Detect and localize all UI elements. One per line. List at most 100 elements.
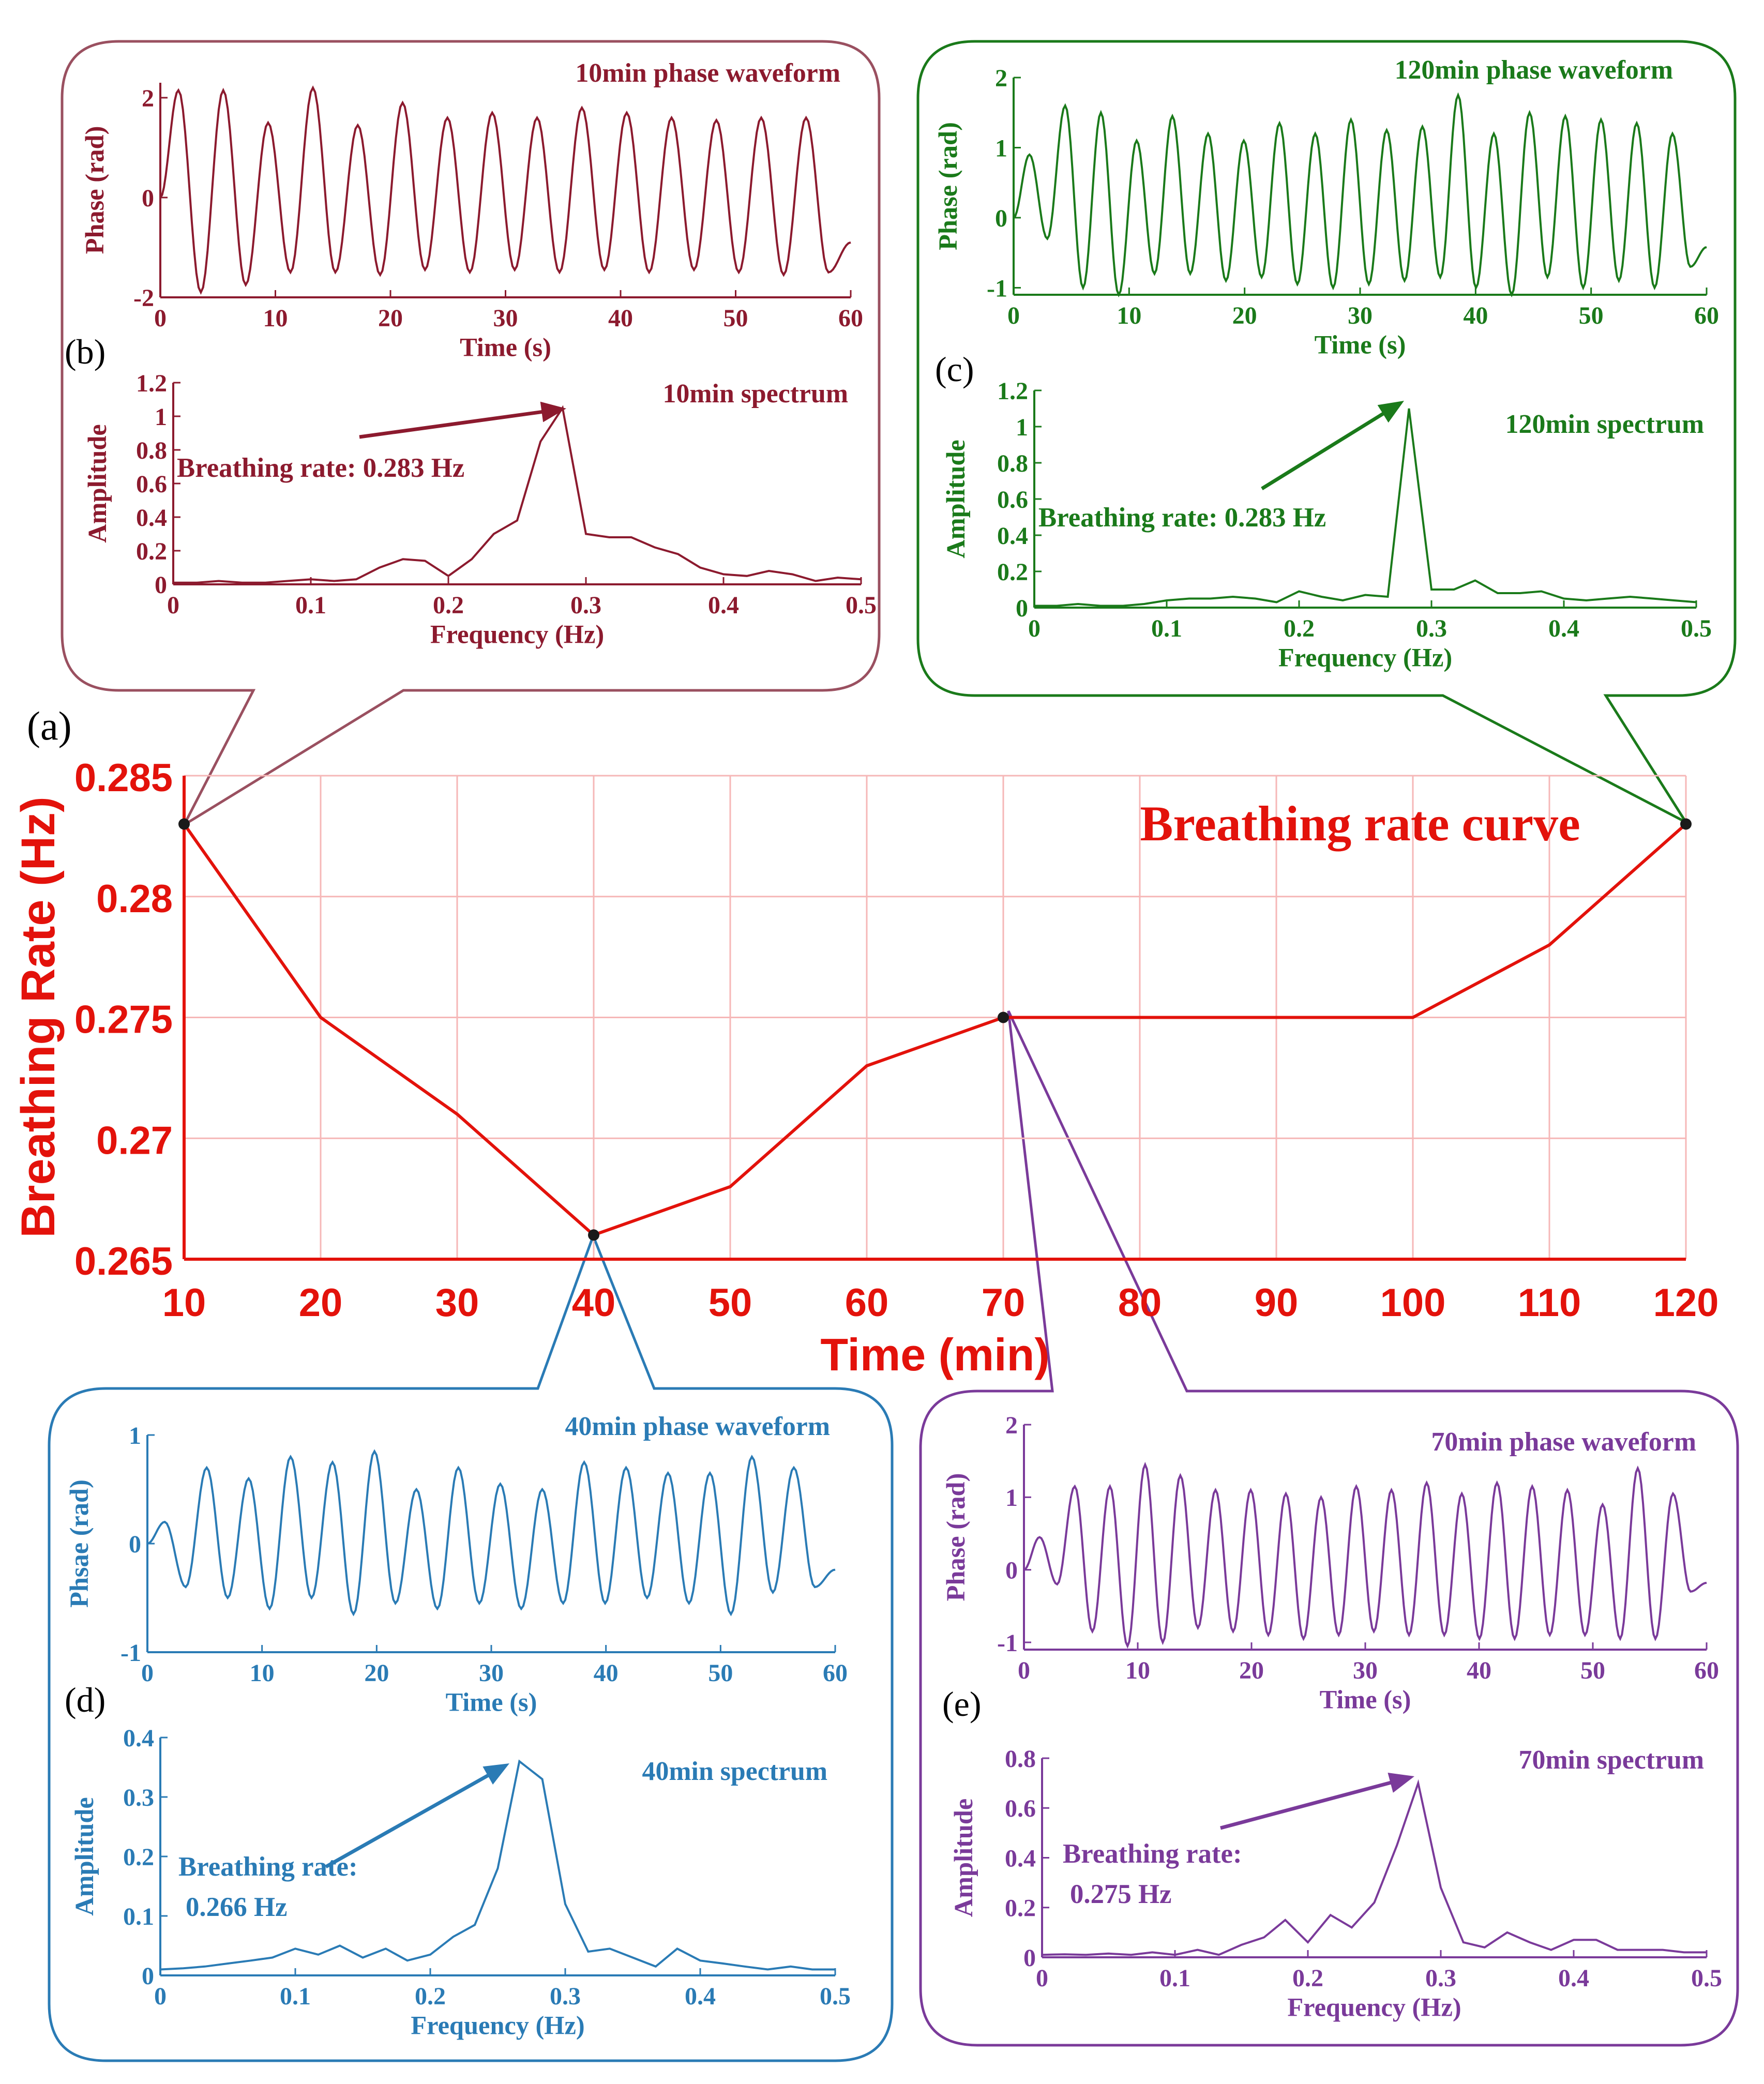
x-tick-label-3: 0.3	[570, 592, 601, 619]
phase-waveform-line	[147, 1449, 836, 1617]
y-tick-label-1: 0.2	[1005, 1895, 1036, 1922]
x-tick-label-2: 0.2	[415, 1983, 446, 2010]
data-point-90	[1275, 1016, 1278, 1019]
e-spec-chart: 0 0.2 0.4 0.6 0.8 0 0.1 0.2 0.3 0.4 0.5 Frequency (…	[942, 1684, 1722, 2022]
chart-title: 40min phase waveform	[565, 1412, 831, 1441]
x-tick-label-3: 0.3	[550, 1983, 581, 2010]
y-tick-label-1: 0.1	[123, 1903, 154, 1930]
x-tick-label-1: 0.1	[1151, 615, 1182, 642]
highlight-marker-40	[588, 1229, 599, 1241]
x-axis-title: Time (s)	[1320, 1685, 1411, 1714]
spectrum-line	[1042, 1779, 1707, 1956]
x-tick-label-9: 100	[1380, 1281, 1446, 1325]
x-tick-label-4: 0.4	[1558, 1965, 1589, 1992]
annotation-arrow-shaft	[325, 1768, 500, 1869]
data-point-60	[865, 1064, 868, 1067]
x-tick-label-4: 40	[608, 305, 633, 332]
y-tick-label-4: 0.8	[1005, 1745, 1036, 1773]
data-point-30	[456, 1112, 459, 1116]
y-tick-label-1: 0.27	[96, 1119, 173, 1162]
chart-title: Breathing rate curve	[1140, 796, 1580, 851]
x-tick-label-0: 0	[1018, 1657, 1030, 1684]
annotation-arrowhead	[483, 1763, 509, 1785]
y-tick-label-3: 0.6	[1005, 1795, 1036, 1822]
x-tick-label-10: 110	[1518, 1281, 1581, 1325]
y-tick-label-3: 2	[1005, 1412, 1018, 1439]
callout-frame-b	[61, 40, 881, 828]
x-tick-label-3: 30	[479, 1659, 504, 1687]
x-tick-label-5: 50	[1579, 302, 1604, 329]
x-tick-label-4: 0.4	[1548, 615, 1579, 642]
y-axis-title: Phase (rad)	[933, 122, 962, 250]
y-tick-label-0: -1	[997, 1629, 1018, 1657]
x-tick-label-0: 0	[1028, 615, 1041, 642]
breathing-rate-annotation-1: 0.275 Hz	[1070, 1879, 1172, 1909]
data-point-100	[1411, 1016, 1414, 1019]
x-tick-label-6: 70	[982, 1281, 1026, 1325]
panel-label-b: (b)	[65, 332, 105, 371]
y-tick-label-5: 1	[1016, 414, 1028, 441]
y-tick-label-1: 0	[142, 185, 154, 212]
highlight-marker-120	[1680, 818, 1692, 830]
x-tick-label-5: 50	[723, 305, 748, 332]
x-tick-label-6: 60	[1694, 302, 1719, 329]
x-tick-label-5: 0.5	[820, 1983, 851, 2010]
chart-title: 10min spectrum	[663, 379, 848, 409]
x-axis-title: Time (min)	[820, 1329, 1049, 1380]
data-point-50	[729, 1185, 732, 1188]
x-tick-label-5: 0.5	[1681, 615, 1712, 642]
x-tick-label-3: 30	[1348, 302, 1373, 329]
annotation-arrow-shaft	[359, 408, 554, 439]
y-tick-label-2: 0.2	[123, 1844, 154, 1871]
x-tick-label-2: 0.2	[1284, 615, 1315, 642]
y-tick-label-3: 0.3	[123, 1784, 154, 1811]
y-tick-label-1: 0	[1005, 1557, 1018, 1584]
x-tick-label-1: 10	[250, 1659, 275, 1687]
y-tick-label-1: 0.2	[136, 538, 167, 565]
x-tick-label-5: 50	[1580, 1657, 1605, 1684]
x-tick-label-4: 40	[594, 1659, 619, 1687]
y-tick-label-1: 0	[995, 205, 1007, 232]
callout-frame-c	[916, 40, 1737, 826]
y-tick-label-4: 0.8	[997, 450, 1028, 477]
y-tick-label-2: 0.275	[74, 998, 173, 1042]
annotation-arrow-shaft	[1220, 1777, 1404, 1830]
x-tick-label-2: 20	[364, 1659, 389, 1687]
x-tick-label-4: 40	[1463, 302, 1488, 329]
y-tick-label-6: 1.2	[136, 370, 167, 397]
x-tick-label-6: 60	[1694, 1657, 1719, 1684]
y-tick-label-0: 0	[155, 571, 167, 599]
x-tick-label-5: 50	[708, 1659, 733, 1687]
annotation-arrowhead	[1377, 401, 1404, 423]
y-axis-title: Phase (rad)	[941, 1473, 970, 1602]
y-tick-label-0: 0	[1023, 1944, 1036, 1972]
y-tick-label-2: 1	[1005, 1484, 1018, 1512]
x-axis-title: Frequency (Hz)	[1287, 1993, 1461, 2022]
y-axis-title: Breathing Rate (Hz)	[12, 796, 65, 1238]
y-tick-label-2: 1	[995, 134, 1007, 162]
x-axis-title: Time (s)	[460, 333, 551, 362]
panel-label-e: (e)	[942, 1684, 981, 1724]
panel-label-a: (a)	[27, 703, 72, 748]
x-tick-label-6: 60	[823, 1659, 848, 1687]
x-axis-title: Time (s)	[1315, 330, 1406, 359]
chart-title: 40min spectrum	[642, 1757, 827, 1786]
x-axis-title: Frequency (Hz)	[430, 620, 604, 649]
phase-waveform-line	[159, 85, 851, 295]
panel-label-c: (c)	[935, 350, 974, 389]
y-tick-label-0: 0	[1016, 595, 1028, 622]
x-tick-label-0: 0	[1007, 302, 1020, 329]
y-tick-label-2: 0.4	[997, 522, 1028, 550]
x-tick-label-1: 10	[1125, 1657, 1150, 1684]
y-tick-label-3: 0.6	[997, 486, 1028, 514]
x-tick-label-2: 0.2	[433, 592, 464, 619]
c-spec-chart: 0 0.2 0.4 0.6 0.8 1 1.2 0 0.1 0.2 0.3 0.4 0.5 Frequen…	[935, 350, 1712, 672]
x-tick-label-1: 0.1	[1159, 1965, 1190, 1992]
breathing-rate-annotation-0: Breathing rate:	[1063, 1839, 1242, 1869]
y-tick-label-3: 0.6	[136, 471, 167, 498]
x-tick-label-5: 60	[845, 1281, 889, 1325]
callout-frame-d	[48, 1232, 894, 2062]
y-tick-label-2: 0.4	[1005, 1845, 1036, 1872]
